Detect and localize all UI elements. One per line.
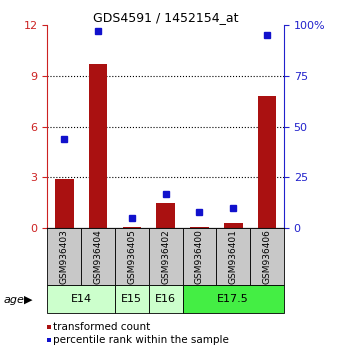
Text: transformed count: transformed count — [53, 322, 150, 332]
Text: percentile rank within the sample: percentile rank within the sample — [53, 335, 229, 345]
Bar — [55, 179, 74, 228]
Bar — [81, 228, 115, 285]
Text: E15: E15 — [121, 294, 142, 304]
Text: GSM936401: GSM936401 — [229, 229, 238, 284]
Bar — [47, 228, 81, 285]
Text: age: age — [3, 295, 24, 305]
Bar — [149, 228, 183, 285]
Bar — [183, 228, 216, 285]
Bar — [183, 285, 284, 313]
Text: GSM936402: GSM936402 — [161, 229, 170, 284]
Bar — [224, 223, 243, 228]
Text: GSM936400: GSM936400 — [195, 229, 204, 284]
Bar — [250, 228, 284, 285]
Bar — [115, 228, 149, 285]
Text: E17.5: E17.5 — [217, 294, 249, 304]
Bar — [258, 96, 276, 228]
Bar — [149, 285, 183, 313]
Text: E14: E14 — [71, 294, 92, 304]
Text: GSM936403: GSM936403 — [60, 229, 69, 284]
Text: GSM936406: GSM936406 — [263, 229, 271, 284]
Bar — [216, 228, 250, 285]
Title: GDS4591 / 1452154_at: GDS4591 / 1452154_at — [93, 11, 238, 24]
Text: GSM936405: GSM936405 — [127, 229, 136, 284]
Text: GSM936404: GSM936404 — [94, 229, 102, 284]
Bar — [89, 64, 107, 228]
Bar — [156, 203, 175, 228]
Text: ▶: ▶ — [24, 295, 33, 305]
Bar — [115, 285, 149, 313]
Text: E16: E16 — [155, 294, 176, 304]
Bar — [47, 285, 115, 313]
